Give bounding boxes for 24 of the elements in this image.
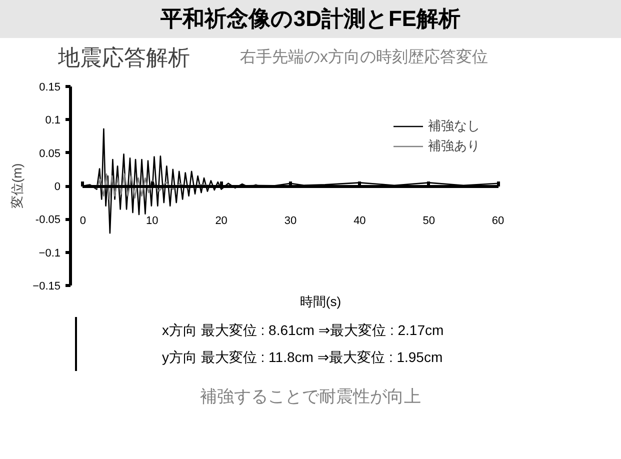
text: x方向 最大変位 : 8.61cm ⇒最大変位 : 2.17cm bbox=[162, 321, 444, 340]
x-tick-label: 30 bbox=[284, 215, 297, 227]
text: 右手先端のx方向の時刻歴応答変位 bbox=[240, 48, 488, 68]
x-tick-label: 20 bbox=[215, 215, 228, 227]
text: 補強することで耐震性が向上 bbox=[200, 386, 421, 408]
text: y方向 最大変位 : 11.8cm ⇒最大変位 : 1.95cm bbox=[162, 348, 443, 367]
x-axis-title: 時間(s) bbox=[300, 293, 342, 311]
legend-label: 補強あり bbox=[428, 137, 480, 155]
chart-subtitle: 地震応答解析 bbox=[58, 44, 190, 72]
y-tick-label: 0 bbox=[54, 181, 61, 193]
legend-label: 補強なし bbox=[428, 117, 480, 135]
y-tick-label: -0.05 bbox=[35, 214, 61, 226]
y-tick-label: −0.15 bbox=[32, 280, 61, 292]
x-tick-label: 50 bbox=[422, 215, 435, 227]
x-tick-label: 10 bbox=[146, 215, 158, 227]
chart-title: 平和祈念像の3D計測とFE解析 bbox=[160, 5, 461, 33]
x-tick-label: 40 bbox=[354, 215, 366, 227]
x-tick-label: 60 bbox=[492, 215, 504, 227]
y-tick-label: 0.05 bbox=[39, 148, 61, 160]
y-tick-label: 0.1 bbox=[45, 114, 61, 127]
x-tick-label: 0 bbox=[80, 215, 86, 227]
y-tick-label: −0.1 bbox=[38, 247, 61, 260]
y-axis-title: 変位(m) bbox=[10, 163, 25, 209]
y-tick-label: 0.15 bbox=[39, 82, 61, 94]
